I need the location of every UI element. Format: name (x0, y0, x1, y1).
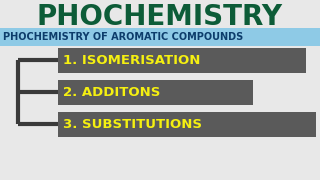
FancyBboxPatch shape (58, 80, 253, 105)
FancyBboxPatch shape (0, 28, 320, 46)
Text: 3. SUBSTITUTIONS: 3. SUBSTITUTIONS (63, 118, 202, 130)
Text: 1. ISOMERISATION: 1. ISOMERISATION (63, 53, 200, 66)
Text: PHOCHEMISTRY: PHOCHEMISTRY (37, 3, 283, 31)
Text: 2. ADDITONS: 2. ADDITONS (63, 86, 160, 98)
Text: PHOCHEMISTRY OF AROMATIC COMPOUNDS: PHOCHEMISTRY OF AROMATIC COMPOUNDS (3, 32, 243, 42)
FancyBboxPatch shape (58, 48, 306, 73)
FancyBboxPatch shape (58, 111, 316, 136)
